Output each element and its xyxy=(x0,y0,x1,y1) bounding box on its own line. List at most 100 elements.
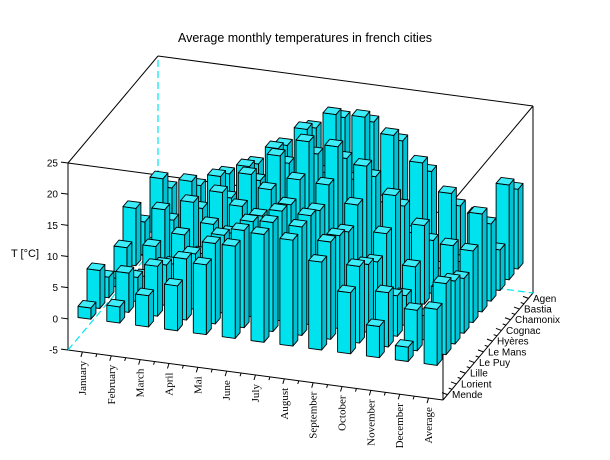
bar-top-face xyxy=(365,318,385,327)
bar xyxy=(250,226,270,343)
bar xyxy=(192,256,212,336)
bar xyxy=(77,299,97,320)
z-tick xyxy=(60,348,69,351)
z-tick xyxy=(60,161,69,164)
y-tick xyxy=(441,392,448,396)
y-tick-label: Cognac xyxy=(506,326,540,337)
bar-side-face xyxy=(517,182,524,270)
x-tick xyxy=(224,371,228,377)
z-tick-label: 10 xyxy=(47,252,59,263)
bar-side-face xyxy=(128,266,135,313)
bar-side-face xyxy=(214,237,221,325)
bar-side-face xyxy=(321,255,328,351)
x-tick xyxy=(426,397,430,404)
z-tick-label: 15 xyxy=(47,221,59,232)
z-tick xyxy=(60,192,69,195)
y-minor-tick xyxy=(484,344,489,347)
y-tick xyxy=(522,295,529,299)
bar-top-face xyxy=(394,339,414,348)
frame-edge xyxy=(442,105,534,214)
bar-front-face xyxy=(192,262,207,336)
bar xyxy=(221,238,241,339)
bar-top-face xyxy=(250,226,270,235)
bar-top-face xyxy=(353,158,373,167)
z-tick xyxy=(60,255,69,257)
y-tick xyxy=(468,360,475,364)
y-minor-tick xyxy=(511,312,516,315)
bar-side-face xyxy=(157,260,164,317)
bar-side-face xyxy=(436,302,443,366)
x-minor-tick xyxy=(210,369,213,373)
frame-edge xyxy=(67,55,159,164)
z-tick xyxy=(60,317,69,320)
bar-side-face xyxy=(395,189,401,301)
bar xyxy=(337,284,356,355)
bar-top-face xyxy=(295,133,315,143)
bar-top-face xyxy=(459,242,479,252)
bar xyxy=(279,232,299,347)
bar-side-face xyxy=(445,277,452,356)
bar-side-face xyxy=(359,260,365,344)
bar-top-face xyxy=(264,140,284,150)
bar-top-face xyxy=(409,154,428,164)
bar-top-face xyxy=(113,239,133,249)
x-tick-label: March xyxy=(135,368,147,397)
bar-top-face xyxy=(221,238,241,247)
x-tick-label: September xyxy=(308,391,320,438)
bar-top-face xyxy=(142,238,162,248)
bar-side-face xyxy=(499,243,506,291)
bar-top-face xyxy=(373,225,392,235)
y-tick-label: Le Puy xyxy=(479,358,510,369)
bar-side-face xyxy=(292,233,299,347)
bar xyxy=(365,318,385,359)
bar-top-face xyxy=(468,205,488,215)
bar-top-face xyxy=(439,237,459,247)
bar-top-face xyxy=(230,222,250,231)
bar-top-face xyxy=(374,284,394,294)
x-tick xyxy=(109,355,112,361)
bar-top-face xyxy=(86,262,106,271)
bar-top-face xyxy=(308,254,328,263)
y-tick-label: Le Mans xyxy=(488,347,526,358)
x-tick xyxy=(397,394,401,400)
bar-side-face xyxy=(472,244,479,324)
y-tick xyxy=(459,370,466,374)
bar-top-face xyxy=(293,121,313,130)
bar-top-face xyxy=(207,168,227,177)
z-axis-title: T [°C] xyxy=(11,248,39,260)
bar-side-face xyxy=(463,272,470,334)
bar-top-face xyxy=(192,256,212,266)
bar-top-face xyxy=(200,216,219,225)
x-minor-tick xyxy=(239,372,242,377)
bar-top-face xyxy=(171,226,191,236)
frame-edge xyxy=(157,55,534,107)
bar-top-face xyxy=(403,302,423,311)
bar-top-face xyxy=(237,166,257,175)
bar-top-face xyxy=(382,187,401,197)
bar-top-face xyxy=(410,217,430,227)
x-tick-label: July xyxy=(250,384,262,403)
y-tick-label: Agen xyxy=(533,294,556,305)
bar-top-face xyxy=(322,106,342,116)
x-tick-label: December xyxy=(394,403,406,449)
bar-front-face xyxy=(106,304,121,324)
bar-side-face xyxy=(301,220,308,336)
x-tick-label: Mai xyxy=(192,376,204,394)
y-minor-tick xyxy=(475,355,480,358)
y-minor-tick xyxy=(493,334,498,337)
bar-top-face xyxy=(423,301,443,310)
y-minor-tick xyxy=(502,323,507,326)
y-minor-tick xyxy=(520,302,525,305)
bar-side-face xyxy=(234,239,241,339)
y-minor-tick xyxy=(457,376,462,380)
x-minor-tick xyxy=(95,353,98,358)
x-tick xyxy=(368,390,372,396)
bar-top-face xyxy=(277,196,297,206)
bar-side-face xyxy=(330,235,337,340)
bar xyxy=(106,298,126,324)
x-minor-tick xyxy=(268,376,271,381)
bar-side-face xyxy=(177,279,183,332)
bar-front-face xyxy=(279,237,294,347)
